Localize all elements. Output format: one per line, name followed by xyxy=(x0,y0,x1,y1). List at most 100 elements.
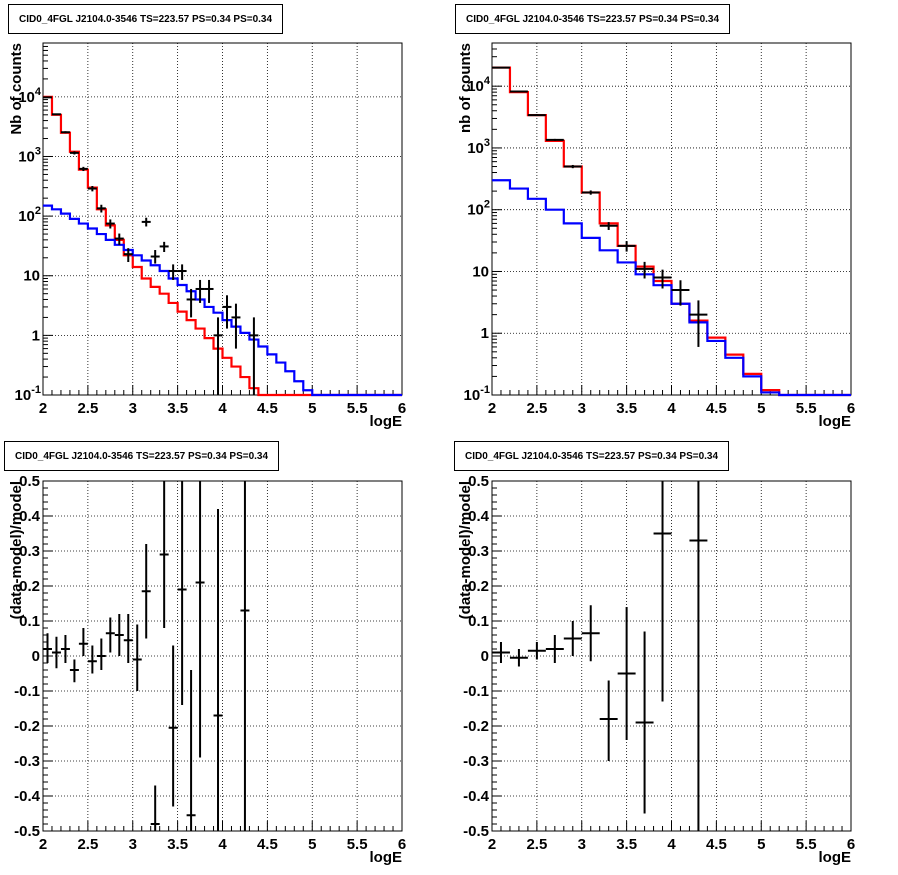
data-point xyxy=(114,614,124,656)
x-axis-title: logE xyxy=(370,849,403,866)
plot-title: CID0_4FGL J2104.0-3546 TS=223.57 PS=0.34… xyxy=(8,4,284,34)
y-tick-label: 0.1 xyxy=(19,613,40,630)
x-tick-label: 5 xyxy=(757,400,765,417)
y-tick-label: 10 xyxy=(472,263,489,280)
data-point xyxy=(492,66,510,69)
data-point xyxy=(545,138,564,141)
x-tick-label: 5.5 xyxy=(347,836,368,853)
data-point xyxy=(168,645,178,807)
data-point xyxy=(213,509,223,831)
data-point xyxy=(69,659,79,683)
grid xyxy=(43,481,402,831)
y-tick-label: 104 xyxy=(467,75,491,95)
data-point xyxy=(527,642,546,660)
data-point xyxy=(689,300,708,347)
data-point xyxy=(150,785,160,831)
data-point xyxy=(689,481,708,831)
y-tick-label: 10 xyxy=(23,268,40,285)
data-point xyxy=(43,96,52,99)
x-tick-label: 3.5 xyxy=(616,836,637,853)
data-points xyxy=(492,66,708,347)
x-tick-label: 4 xyxy=(667,400,676,417)
data-point xyxy=(60,131,70,134)
x-tick-label: 6 xyxy=(398,400,406,417)
y-tick-label: 0.5 xyxy=(468,473,489,490)
x-axis-title: logE xyxy=(370,413,403,430)
data-point xyxy=(599,680,618,761)
y-tick-label: 0.4 xyxy=(468,508,490,525)
data-point xyxy=(141,544,151,639)
x-axis-title: logE xyxy=(819,849,852,866)
x-tick-label: 6 xyxy=(398,836,406,853)
model-source-histogram xyxy=(43,204,402,397)
data-point xyxy=(231,303,241,349)
data-point xyxy=(60,635,70,663)
data-point xyxy=(653,481,672,702)
pad-bottom-right: 2 2.5 3 3.5 4 4.5 5 5.5 6 logE -0.5 -0.4 -0.3 -0.2 -0.… xyxy=(449,437,898,875)
model-total-histogram xyxy=(43,95,402,397)
x-tick-label: 5.5 xyxy=(347,400,368,417)
data-point xyxy=(51,636,61,669)
data-points xyxy=(492,481,708,831)
y-tick-label: -0.4 xyxy=(14,788,41,805)
data-point xyxy=(249,317,259,395)
plot-title: CID0_4FGL J2104.0-3546 TS=223.57 PS=0.34… xyxy=(454,441,730,471)
y-tick-label: 10-1 xyxy=(15,384,41,404)
x-tick-label: 3 xyxy=(129,400,137,417)
x-tick-label: 3 xyxy=(129,836,137,853)
model-source-histogram xyxy=(492,179,851,397)
data-point xyxy=(78,166,88,172)
data-point xyxy=(563,621,582,656)
x-tick-label: 3.5 xyxy=(167,400,188,417)
x-tick-label: 5.5 xyxy=(796,400,817,417)
data-point xyxy=(114,233,124,245)
data-point xyxy=(204,279,214,303)
x-tick-label: 5 xyxy=(308,400,316,417)
y-axis: -0.5 -0.4 -0.3 -0.2 -0.1 0 0.1 0.2 0.3 0.4 0.5(dat… xyxy=(457,473,502,840)
y-tick-label: -0.1 xyxy=(463,683,489,700)
plot-frame xyxy=(42,42,403,396)
x-tick-label: 4 xyxy=(218,836,227,853)
data-point xyxy=(159,241,169,253)
y-tick-label: 0.2 xyxy=(468,578,489,595)
data-point xyxy=(213,317,223,395)
data-point xyxy=(105,617,115,653)
data-point xyxy=(43,633,52,663)
plot-title: CID0_4FGL J2104.0-3546 TS=223.57 PS=0.34… xyxy=(455,4,731,34)
x-tick-label: 2 xyxy=(39,400,47,417)
y-tick-label: 0.3 xyxy=(19,543,40,560)
data-point xyxy=(509,649,528,667)
x-tick-label: 6 xyxy=(847,400,855,417)
y-tick-label: 103 xyxy=(18,145,41,165)
y-tick-label: -0.2 xyxy=(463,718,489,735)
data-points xyxy=(43,481,250,831)
y-tick-label: 1 xyxy=(32,327,40,344)
x-tick-label: 2 xyxy=(39,836,47,853)
y-tick-label: 0 xyxy=(32,648,40,665)
y-tick-label: 0.1 xyxy=(468,613,489,630)
data-point xyxy=(635,261,654,279)
x-tick-label: 4.5 xyxy=(257,400,278,417)
data-point xyxy=(96,204,106,213)
data-point xyxy=(599,222,618,230)
data-point xyxy=(96,638,106,670)
data-point xyxy=(132,624,142,691)
y-tick-label: -0.5 xyxy=(463,823,489,840)
data-point xyxy=(69,151,79,155)
data-point xyxy=(195,279,205,303)
y-tick-label: 102 xyxy=(467,199,490,219)
data-point xyxy=(51,113,61,116)
x-tick-label: 3 xyxy=(578,400,586,417)
data-point xyxy=(168,264,178,280)
x-tick-label: 3.5 xyxy=(167,836,188,853)
x-tick-label: 6 xyxy=(847,836,855,853)
grid xyxy=(492,43,851,395)
x-tick-label: 3.5 xyxy=(616,400,637,417)
y-tick-label: 0.3 xyxy=(468,543,489,560)
x-tick-label: 4.5 xyxy=(706,400,727,417)
data-points xyxy=(43,96,259,395)
